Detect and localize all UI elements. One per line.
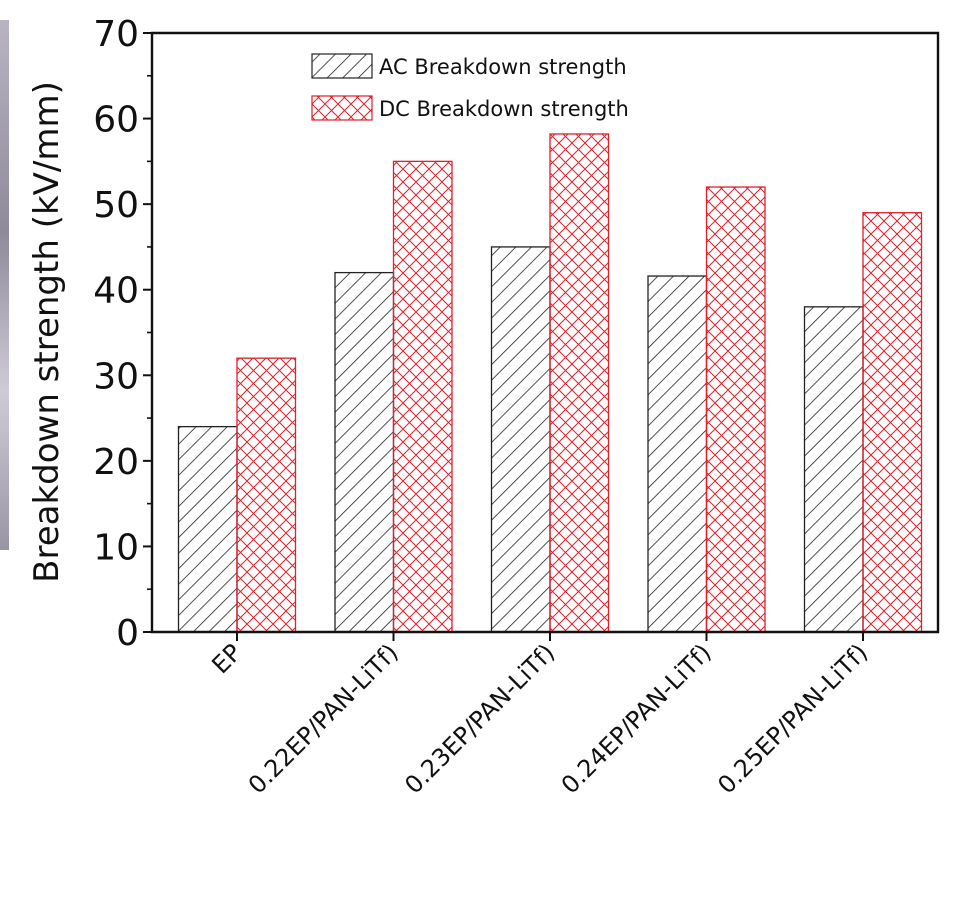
- bar-ac-1: [334, 271, 395, 633]
- legend-swatch-ac: [311, 53, 373, 79]
- plot-frame: [150, 31, 940, 634]
- bar-ac-3: [647, 275, 708, 633]
- legend-label-dc: DC Breakdown strength: [379, 97, 629, 121]
- y-tick-label-2: 20: [93, 442, 139, 483]
- y-tick-label-7: 70: [93, 14, 139, 55]
- x-tick-label-0: EP: [206, 638, 247, 679]
- bar-ac-2: [490, 246, 551, 633]
- y-tick-label-6: 60: [93, 100, 139, 141]
- legend-swatch-dc: [311, 95, 373, 121]
- x-tick-label-3: 0.24EP/PAN-LiTf): [556, 638, 717, 799]
- bar-dc-2: [549, 133, 610, 633]
- y-axis-label: Breakdown strength (kV/mm): [27, 81, 67, 583]
- x-tick-label-1: 0.22EP/PAN-LiTf): [243, 638, 404, 799]
- photo-edge-fragment: [0, 20, 9, 550]
- bar-ac-4: [803, 306, 864, 633]
- legend-label-ac: AC Breakdown strength: [379, 55, 627, 79]
- bar-dc-3: [705, 186, 766, 633]
- bar-ac-0: [177, 425, 238, 633]
- x-tick-label-2: 0.23EP/PAN-LiTf): [399, 638, 560, 799]
- bar-dc-4: [862, 212, 923, 633]
- bars-group: [177, 133, 923, 633]
- y-tick-label-1: 10: [93, 527, 139, 568]
- bar-dc-0: [236, 357, 297, 633]
- y-tick-label-3: 30: [93, 356, 139, 397]
- bar-dc-1: [392, 160, 453, 633]
- x-tick-label-4: 0.25EP/PAN-LiTf): [712, 638, 873, 799]
- legend: AC Breakdown strength DC Breakdown stren…: [311, 53, 629, 121]
- y-tick-label-5: 50: [93, 185, 139, 226]
- y-tick-label-0: 0: [116, 613, 139, 654]
- y-tick-label-4: 40: [93, 271, 139, 312]
